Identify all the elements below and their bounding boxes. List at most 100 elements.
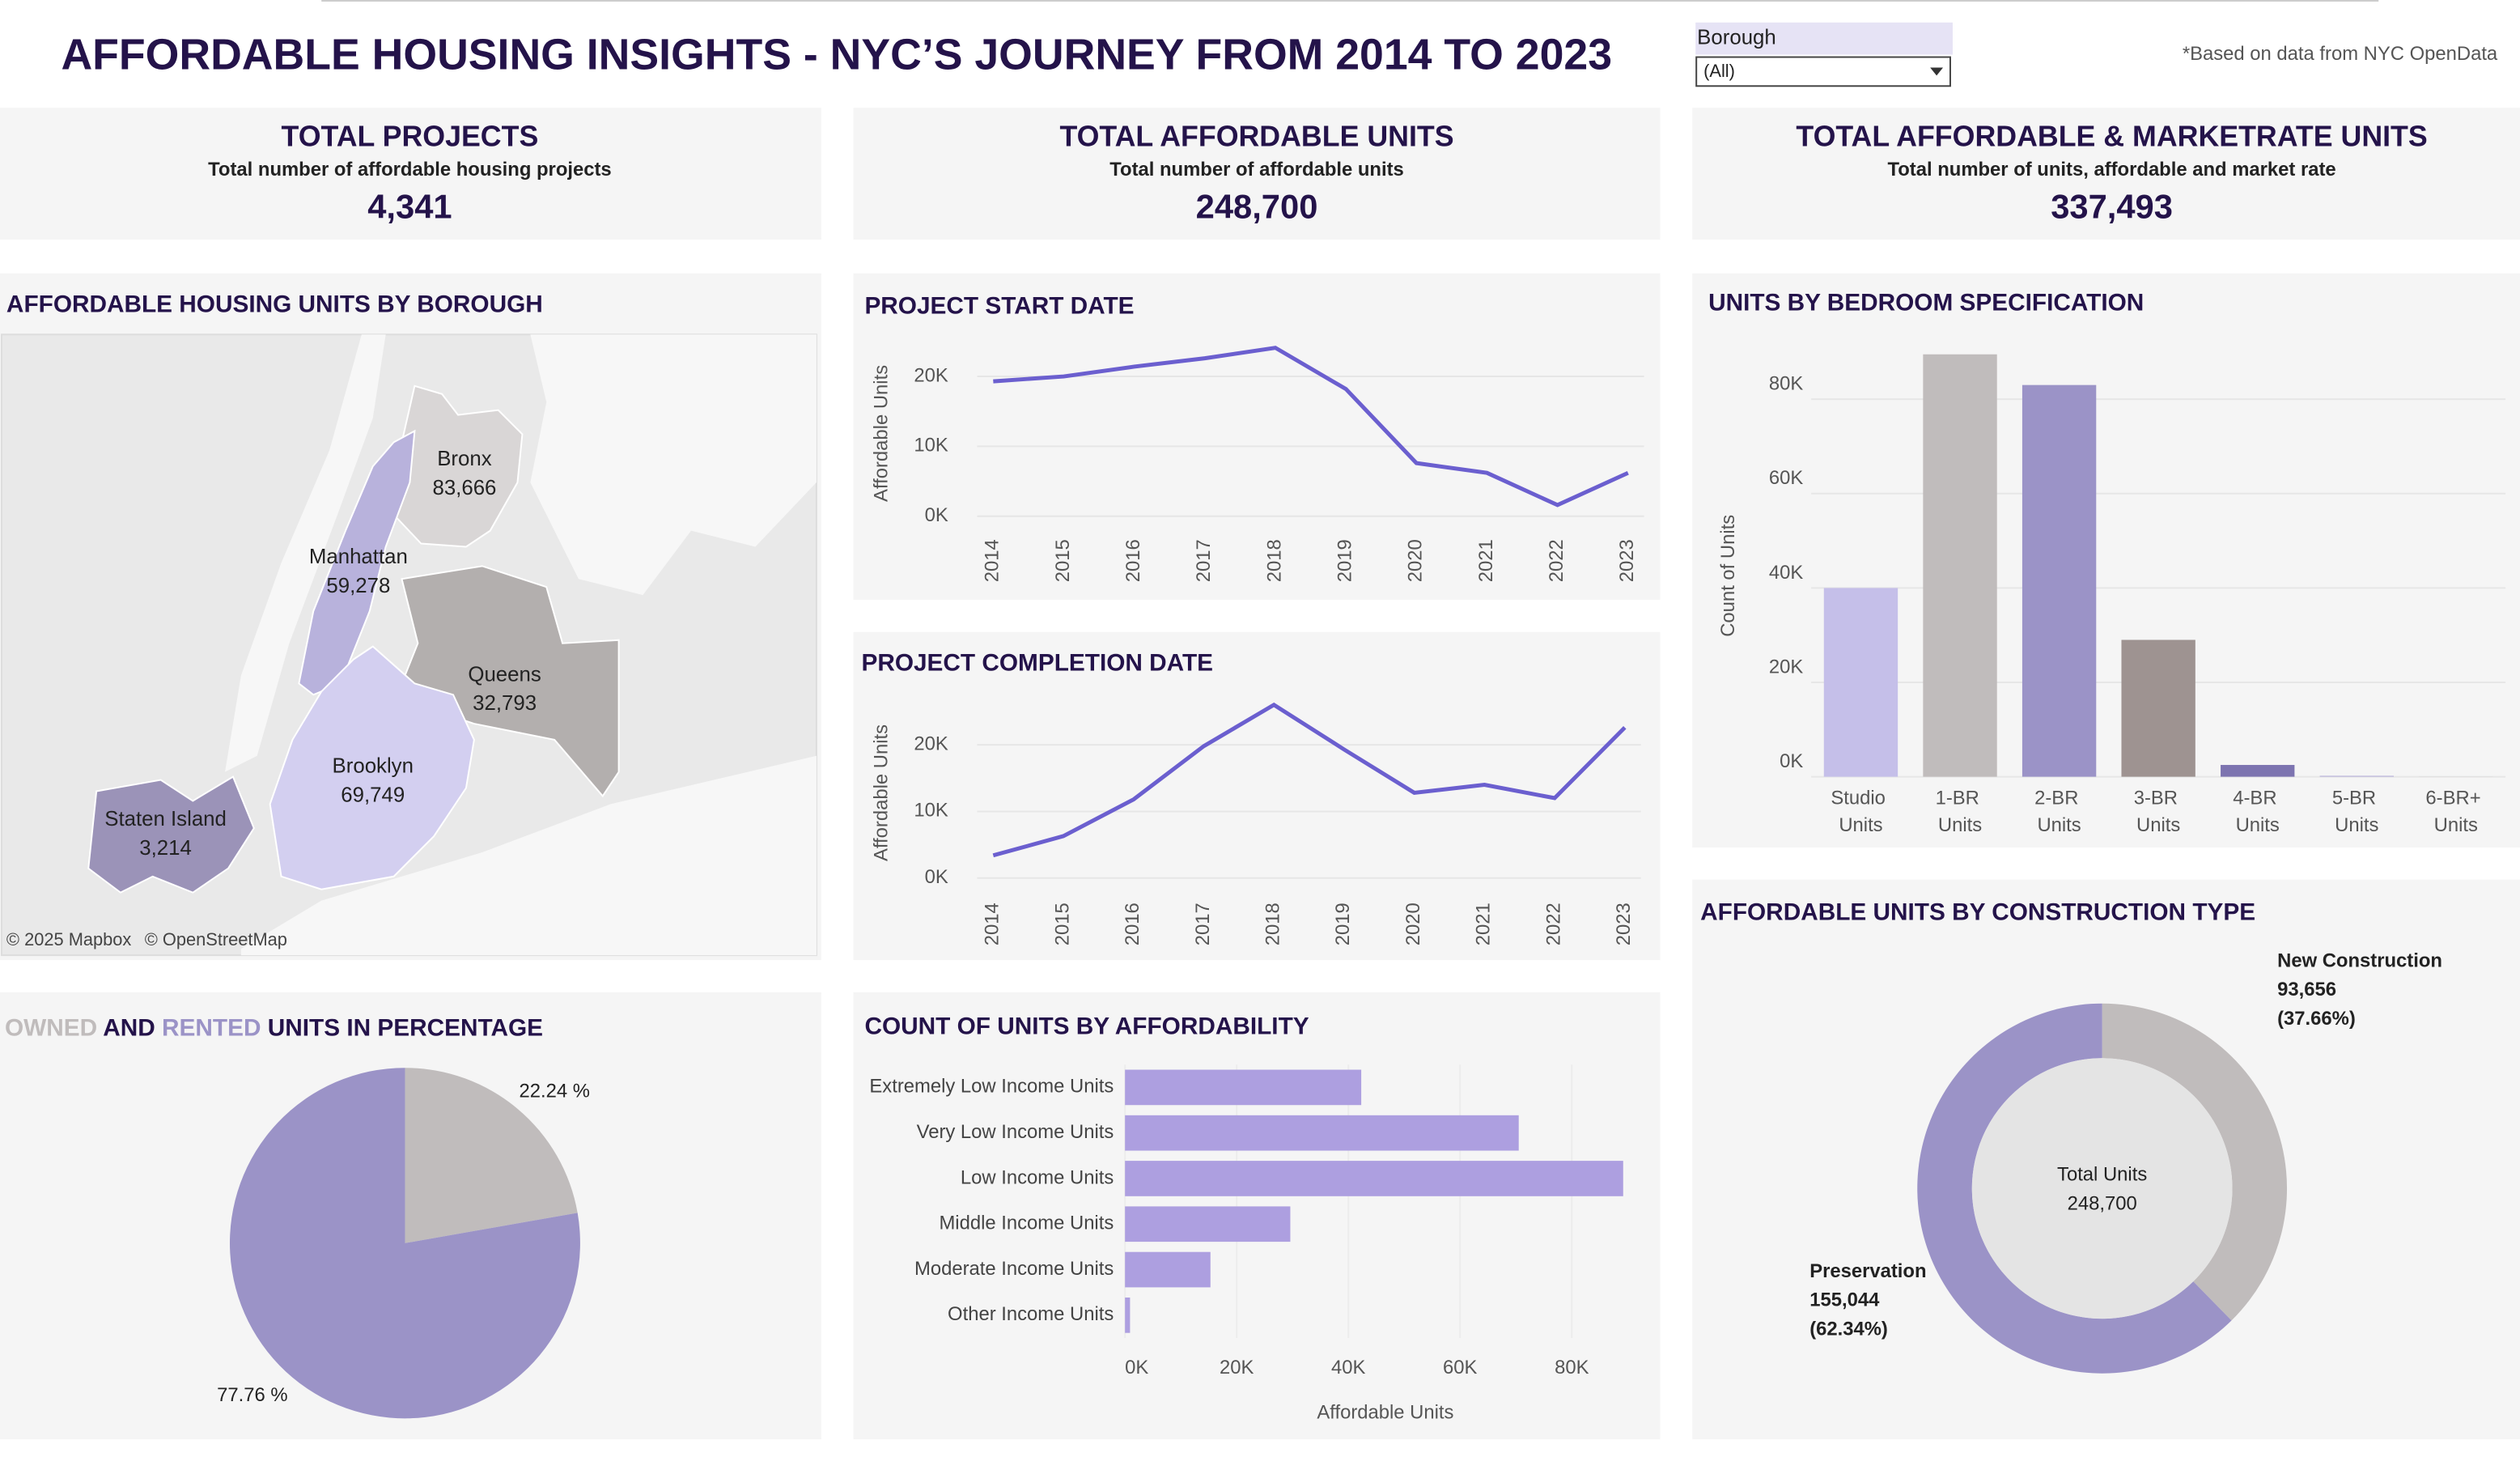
x-tick-label: 2023 [1616,539,1638,582]
x-tick-label: 2023 [1613,903,1635,945]
chart-panel [1692,273,2520,848]
data-label: (37.66%) [2277,1008,2356,1030]
chart-title: OWNED AND RENTED UNITS IN PERCENTAGE [5,1014,543,1041]
x-tick-label: 40K [1331,1357,1365,1378]
legend-label: New Construction [2277,949,2442,971]
borough-name: Staten Island [104,808,227,830]
bar [1125,1069,1362,1106]
y-tick-label: Other Income Units [948,1303,1114,1325]
x-tick-label: 2018 [1262,903,1284,945]
legend-label: Preservation [1809,1260,1926,1282]
bar [2121,639,2195,777]
x-tick-label: 2017 [1192,903,1214,945]
filter-select[interactable] [1695,56,1951,87]
kpi-subtitle: Total number of affordable units [1109,159,1404,181]
x-tick-label: Studio Units [1831,788,1890,837]
x-tick-label: 2022 [1546,539,1568,582]
y-axis-label: Affordable Units [871,724,893,861]
bar [1125,1161,1623,1196]
page-title: AFFORDABLE HOUSING INSIGHTS - NYC’S JOUR… [61,31,1612,79]
center-value: 248,700 [2068,1192,2137,1214]
y-tick-label: 20K [914,364,948,386]
x-tick-label: 2020 [1402,903,1424,945]
bar [2221,765,2295,777]
center-title: Total Units [2057,1164,2147,1186]
donut-slice [1917,1003,2232,1374]
kpi-panel [1692,108,2520,240]
kpi-value: 337,493 [2051,187,2173,225]
kpi-panel [853,108,1661,240]
x-tick-label: 2014 [982,539,1003,582]
x-tick-label: 2022 [1542,903,1564,945]
x-tick-label: 2015 [1052,539,1074,582]
x-tick-label: 2016 [1122,539,1144,582]
y-tick-label: Extremely Low Income Units [869,1076,1114,1098]
x-tick-label: 2021 [1475,539,1497,582]
data-label: 155,044 [1809,1289,1880,1311]
y-tick-label: Very Low Income Units [917,1121,1114,1143]
y-tick-label: Low Income Units [961,1166,1114,1188]
borough-name: Manhattan [309,546,408,568]
x-tick-label: 2015 [1051,903,1073,945]
borough-value: 69,749 [341,784,405,806]
data-label: 93,656 [2277,979,2336,1000]
y-tick-label: Moderate Income Units [914,1258,1114,1280]
bar [2319,775,2394,777]
x-tick-label: 60K [1443,1357,1477,1378]
title-part: UNITS IN PERCENTAGE [261,1014,543,1041]
bar [1125,1206,1291,1242]
y-tick-label: 0K [1780,750,1803,772]
y-axis-label: Affordable Units [871,365,893,502]
kpi-subtitle: Total number of affordable housing proje… [208,159,612,181]
data-label: 77.76 % [217,1384,287,1406]
data-label: 22.24 % [519,1080,589,1102]
x-axis-label: Affordable Units [1317,1402,1453,1424]
map-water [530,334,817,596]
borough-name: Bronx [437,448,492,470]
x-tick-label: 20K [1220,1357,1254,1378]
pie-slice [229,1068,580,1419]
borough-name: Brooklyn [333,755,414,778]
filter-label: Borough [1697,27,1776,49]
map-attribution: © OpenStreetMap [145,929,287,949]
pie-slice [405,1068,578,1243]
note: *Based on data from NYC OpenData [2183,43,2498,65]
bar [1125,1115,1519,1151]
x-tick-label: 2017 [1193,539,1215,582]
y-tick-label: 20K [1769,656,1803,678]
filter-label-bg [1695,22,1953,55]
x-tick-label: 2016 [1122,903,1143,945]
x-tick-label: 2-BR Units [2034,788,2084,837]
y-tick-label: Middle Income Units [939,1213,1114,1234]
x-tick-label: 3-BR Units [2134,788,2183,837]
map-attribution: © 2025 Mapbox [6,929,131,949]
filter-value[interactable]: (All) [1703,61,1735,81]
borough [269,645,475,890]
dropdown-arrow[interactable] [1930,67,1944,76]
bar [2022,384,2097,777]
borough-name: Queens [468,663,541,686]
x-tick-label: 2019 [1332,903,1354,945]
kpi-subtitle: Total number of units, affordable and ma… [1887,159,2335,181]
donut-hole [1971,1058,2233,1319]
x-tick-label: 2018 [1263,539,1285,582]
x-tick-label: 2021 [1473,903,1495,945]
y-axis-label: Count of Units [1717,515,1739,637]
kpi-title: TOTAL PROJECTS [282,120,539,152]
borough-value: 59,278 [326,575,390,597]
borough-value: 32,793 [473,692,537,715]
borough-value: 3,214 [139,837,192,860]
map-water [240,755,817,956]
line [993,346,1629,508]
map-water [225,334,386,772]
y-tick-label: 80K [1769,373,1803,395]
kpi-title: TOTAL AFFORDABLE UNITS [1059,120,1453,152]
y-tick-label: 60K [1769,467,1803,489]
kpi-value: 248,700 [1196,187,1318,225]
x-tick-label: 80K [1555,1357,1589,1378]
chart-title: COUNT OF UNITS BY AFFORDABILITY [864,1013,1309,1039]
chart-title: PROJECT START DATE [864,292,1134,319]
chart-panel [853,631,1661,961]
title-part: OWNED [5,1014,97,1041]
